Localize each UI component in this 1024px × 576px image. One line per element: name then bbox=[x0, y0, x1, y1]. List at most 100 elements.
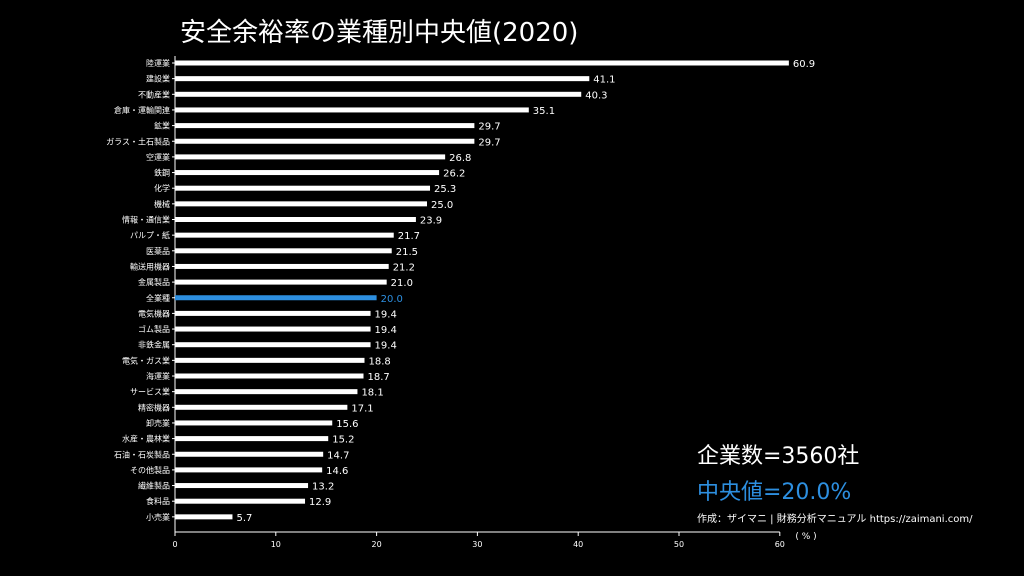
x-tick-label: 50 bbox=[674, 540, 684, 549]
bar bbox=[175, 389, 358, 395]
bar bbox=[175, 107, 529, 113]
category-label: 鉱業 bbox=[154, 121, 170, 131]
category-label: 化学 bbox=[154, 183, 170, 193]
bar bbox=[175, 279, 387, 285]
value-label: 21.0 bbox=[391, 278, 413, 289]
category-label: 小売業 bbox=[146, 512, 170, 522]
value-label: 14.7 bbox=[327, 450, 349, 461]
value-label: 18.8 bbox=[369, 356, 391, 367]
bar bbox=[175, 76, 590, 82]
bar-highlight bbox=[175, 295, 377, 301]
source-credit: 作成：ザイマニ | 財務分析マニュアル https://zaimani.com/ bbox=[697, 514, 973, 525]
category-label: 機械 bbox=[154, 199, 170, 209]
value-label: 15.6 bbox=[336, 419, 358, 430]
bar bbox=[175, 232, 394, 238]
value-label: 60.9 bbox=[793, 59, 815, 70]
category-label: ゴム製品 bbox=[138, 324, 170, 334]
chart-title: 安全余裕率の業種別中央値(2020) bbox=[180, 18, 579, 48]
value-label: 18.1 bbox=[361, 388, 383, 399]
bar bbox=[175, 217, 416, 222]
bar bbox=[175, 373, 364, 379]
value-label: 21.5 bbox=[396, 247, 418, 258]
value-label: 29.7 bbox=[478, 122, 500, 133]
bar bbox=[175, 248, 392, 254]
bar bbox=[175, 514, 233, 520]
category-label: 繊維製品 bbox=[138, 481, 170, 491]
median-value-label: 中央値=20.0% bbox=[697, 480, 852, 505]
category-label: 電気・ガス業 bbox=[122, 355, 170, 365]
bar bbox=[175, 185, 431, 191]
category-label: その他製品 bbox=[130, 465, 170, 475]
category-label: 食料品 bbox=[146, 496, 170, 506]
category-label: 精密機器 bbox=[138, 402, 170, 412]
category-label: パルプ・紙 bbox=[130, 230, 170, 240]
bar bbox=[175, 91, 582, 97]
category-label: 不動産業 bbox=[138, 89, 170, 99]
value-label: 40.3 bbox=[585, 90, 607, 101]
value-label: 21.2 bbox=[393, 262, 415, 273]
category-label: 電気機器 bbox=[138, 308, 170, 318]
value-label: 20.0 bbox=[381, 294, 403, 305]
category-label: 非鉄金属 bbox=[138, 340, 170, 350]
value-label: 15.2 bbox=[332, 435, 354, 446]
value-label: 21.7 bbox=[398, 231, 420, 242]
bar bbox=[175, 154, 446, 160]
bar bbox=[175, 342, 371, 348]
category-label: 建設業 bbox=[146, 74, 170, 84]
bar bbox=[175, 326, 371, 332]
category-label: 水産・農林業 bbox=[122, 434, 170, 444]
value-label: 12.9 bbox=[309, 497, 331, 508]
value-label: 25.3 bbox=[434, 184, 456, 195]
category-label: サービス業 bbox=[130, 387, 170, 397]
value-label: 26.2 bbox=[443, 169, 465, 180]
x-axis-label: ( % ) bbox=[795, 532, 816, 542]
value-label: 13.2 bbox=[312, 482, 334, 493]
x-tick-label: 30 bbox=[472, 540, 482, 549]
value-label: 17.1 bbox=[351, 403, 373, 414]
bar bbox=[175, 467, 323, 473]
value-label: 26.8 bbox=[449, 153, 471, 164]
bar bbox=[175, 201, 427, 207]
category-label: 鉄鋼 bbox=[154, 168, 170, 178]
bar bbox=[175, 498, 306, 504]
category-label: 輸送用機器 bbox=[130, 261, 170, 271]
bar bbox=[175, 483, 309, 489]
category-label: 情報・通信業 bbox=[122, 215, 170, 225]
category-label: 空運業 bbox=[146, 152, 170, 162]
category-label: 全業種 bbox=[146, 293, 170, 303]
bar bbox=[175, 357, 365, 363]
category-label: 倉庫・運輸関連 bbox=[114, 105, 170, 115]
bar bbox=[175, 404, 348, 410]
value-label: 25.0 bbox=[431, 200, 453, 211]
value-label: 18.7 bbox=[367, 372, 389, 383]
bar bbox=[175, 451, 324, 457]
category-label: 石油・石炭製品 bbox=[114, 449, 170, 459]
x-tick-label: 60 bbox=[775, 540, 785, 549]
category-label: 卸売業 bbox=[146, 418, 170, 428]
value-label: 19.4 bbox=[375, 341, 397, 352]
value-label: 35.1 bbox=[533, 106, 555, 117]
bar bbox=[175, 436, 329, 442]
value-label: 5.7 bbox=[236, 513, 252, 524]
category-label: 医薬品 bbox=[146, 246, 170, 256]
category-label: 陸運業 bbox=[146, 58, 170, 68]
bar bbox=[175, 310, 371, 316]
value-label: 14.6 bbox=[326, 466, 348, 477]
x-tick-label: 10 bbox=[271, 540, 281, 549]
category-label: ガラス・土石製品 bbox=[106, 136, 170, 146]
company-count-label: 企業数=3560社 bbox=[697, 444, 860, 469]
value-label: 41.1 bbox=[593, 75, 615, 86]
category-label: 海運業 bbox=[146, 371, 170, 381]
value-label: 19.4 bbox=[375, 309, 397, 320]
x-tick-label: 20 bbox=[372, 540, 382, 549]
value-label: 19.4 bbox=[375, 325, 397, 336]
value-label: 29.7 bbox=[478, 137, 500, 148]
bar bbox=[175, 138, 475, 144]
x-tick-label: 40 bbox=[573, 540, 583, 549]
x-tick-label: 0 bbox=[172, 540, 177, 549]
bar bbox=[175, 123, 475, 129]
bar bbox=[175, 170, 440, 176]
bar bbox=[175, 263, 389, 269]
bar bbox=[175, 60, 789, 66]
